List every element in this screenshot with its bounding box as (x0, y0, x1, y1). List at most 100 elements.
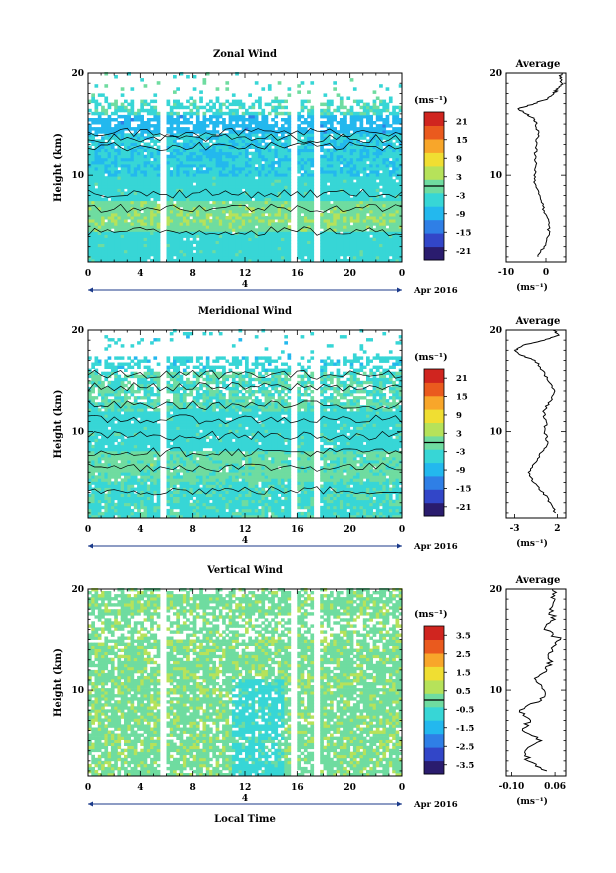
heatmap-cell (323, 228, 328, 232)
heatmap-cell (398, 219, 403, 223)
heatmap-cell (179, 225, 184, 229)
heatmap-cell (284, 234, 288, 238)
heatmap-cell (186, 206, 190, 211)
heatmap-cell (107, 502, 112, 507)
heatmap-cell (124, 206, 128, 211)
heatmap-cell (186, 121, 190, 125)
heatmap-cell (385, 118, 390, 122)
heatmap-cell (320, 237, 324, 241)
heatmap-cell (143, 185, 148, 189)
heatmap-cell (251, 508, 256, 513)
heatmap-cell (143, 243, 148, 248)
heatmap-cell (238, 246, 243, 251)
heatmap-cell (241, 508, 246, 513)
heatmap-cell (343, 246, 347, 251)
heatmap-cell (150, 502, 154, 507)
heatmap-cell (186, 225, 190, 229)
heatmap-cell (248, 182, 252, 186)
heatmap-cell (258, 139, 262, 143)
heatmap-cell (114, 252, 118, 257)
heatmap-cell (251, 121, 256, 125)
heatmap-cell (245, 197, 249, 202)
heatmap-cell (97, 111, 102, 116)
heatmap-cell (307, 255, 311, 260)
heatmap-cell (101, 219, 105, 223)
heatmap-cell (323, 194, 328, 199)
heatmap-cell (130, 240, 135, 244)
heatmap-cell (284, 206, 288, 211)
heatmap-cell (146, 515, 151, 519)
y-axis-label: Height (km) (53, 133, 64, 202)
heatmap-cell (261, 130, 266, 134)
heatmap-cell (385, 114, 390, 119)
heatmap-cell (281, 502, 285, 507)
heatmap-cell (398, 154, 403, 159)
heatmap-cell (379, 151, 383, 156)
heatmap-cell (153, 154, 158, 159)
heatmap-cell (369, 151, 373, 156)
heatmap-cell (117, 194, 122, 199)
heatmap-cell (346, 240, 351, 244)
heatmap-cell (258, 194, 262, 199)
heatmap-cell (330, 206, 334, 211)
heatmap-cell (205, 133, 210, 137)
heatmap-cell (124, 139, 128, 143)
heatmap-cell (307, 240, 311, 244)
heatmap-cell (114, 231, 118, 235)
heatmap-cell (218, 151, 223, 156)
heatmap-cell (254, 185, 259, 189)
heatmap-cell (120, 170, 125, 174)
heatmap-cell (212, 231, 216, 235)
heatmap-cell (199, 213, 203, 217)
heatmap-cell (97, 121, 102, 125)
heatmap-cell (117, 246, 122, 251)
heatmap-cell (114, 118, 118, 122)
heatmap-cell (202, 505, 207, 510)
heatmap-cell (91, 508, 95, 513)
heatmap-cell (398, 118, 403, 122)
heatmap-cell (104, 108, 109, 113)
heatmap-cell (101, 179, 105, 183)
heatmap-cell (215, 167, 220, 171)
heatmap-cell (179, 222, 184, 226)
heatmap-cell (359, 179, 364, 183)
heatmap-cell (339, 118, 344, 122)
heatmap-cell (248, 136, 252, 140)
heatmap-cell (267, 222, 272, 226)
heatmap-cell (330, 511, 334, 516)
heatmap-cell (349, 173, 354, 177)
heatmap-cell (127, 515, 131, 519)
heatmap-cell (271, 502, 275, 507)
heatmap-cell (241, 197, 246, 202)
heatmap-cell (169, 179, 174, 183)
heatmap-cell (343, 105, 347, 110)
heatmap-cell (395, 182, 400, 186)
heatmap-cell (91, 234, 95, 238)
heatmap-cell (173, 252, 177, 257)
heatmap-cell (235, 191, 239, 195)
heatmap-cell (189, 234, 194, 238)
heatmap-cell (359, 114, 364, 119)
heatmap-cell (205, 206, 210, 211)
heatmap-cell (323, 258, 328, 263)
heatmap-cell (392, 508, 396, 513)
heatmap-cell (284, 170, 288, 174)
heatmap-cell (284, 188, 288, 192)
heatmap-cell (228, 203, 233, 208)
heatmap-cell (287, 237, 292, 241)
heatmap-cell (189, 173, 194, 177)
heatmap-cell (245, 508, 249, 513)
heatmap-cell (349, 176, 354, 180)
heatmap-cell (235, 249, 239, 254)
heatmap-cell (251, 102, 256, 107)
heatmap-cell (235, 108, 239, 113)
heatmap-cell (343, 228, 347, 232)
heatmap-cell (326, 246, 331, 251)
heatmap-cell (359, 237, 364, 241)
heatmap-cell (110, 118, 115, 122)
heatmap-cell (133, 191, 138, 195)
heatmap-cell (218, 105, 223, 110)
heatmap-cell (205, 502, 210, 507)
heatmap-cell (140, 148, 144, 153)
heatmap-cell (94, 163, 99, 168)
